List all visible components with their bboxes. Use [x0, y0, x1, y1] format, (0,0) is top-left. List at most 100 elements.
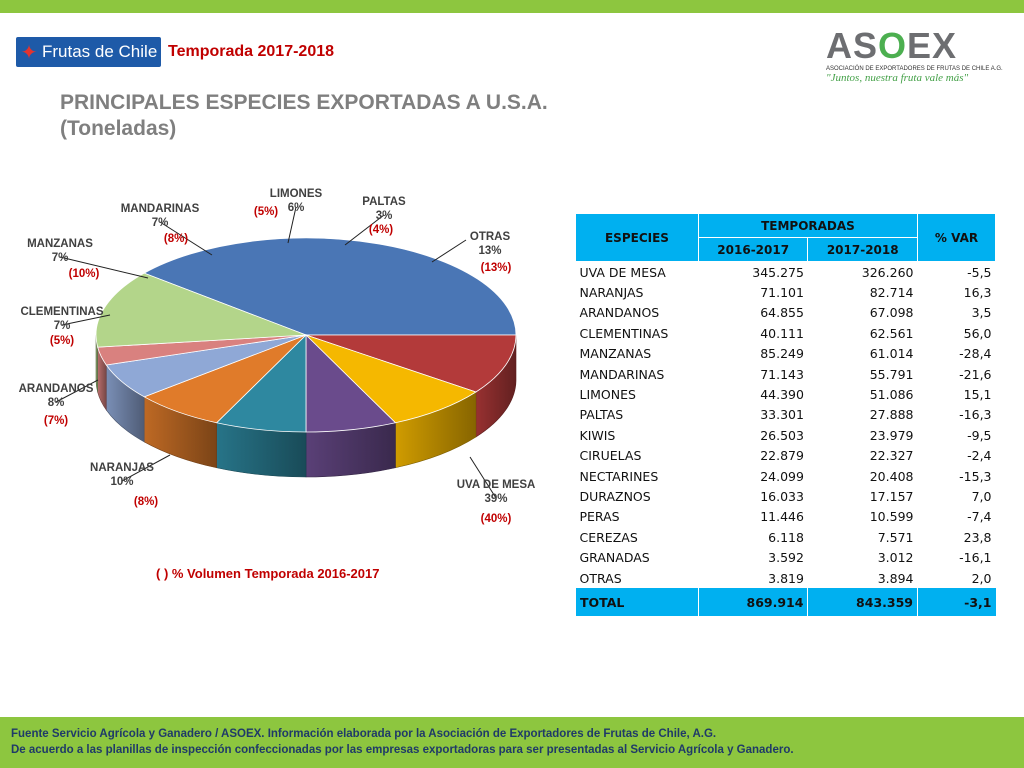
- title-line-2: (Toneladas): [60, 117, 177, 140]
- table-row: CEREZAS 6.118 7.571 23,8: [576, 527, 996, 547]
- cell-species: NARANJAS: [579, 285, 644, 301]
- pie-prev-pct-paltas: (4%): [369, 224, 393, 236]
- cell-species: OTRAS: [579, 570, 622, 586]
- cell-var: -9,5: [967, 427, 992, 443]
- pie-slice-uva-de-mesa: [143, 237, 517, 336]
- cell-y2: 17.157: [869, 488, 914, 504]
- cell-y1: 11.446: [760, 509, 804, 525]
- pie-side-walls: [95, 334, 517, 478]
- leader-line: [431, 239, 467, 263]
- pie-prev-pct-arandanos: (7%): [44, 415, 68, 427]
- pie-prev-pct-manzanas: (10%): [69, 268, 100, 280]
- pie-pct-naranjas: 10%: [110, 476, 133, 488]
- pie-prev-pct-clementinas: (5%): [50, 335, 74, 347]
- cell-y2: 27.888: [869, 407, 914, 423]
- header-species: ESPECIES: [575, 213, 699, 262]
- table-row: CIRUELAS 22.879 22.327 -2,4: [576, 446, 996, 466]
- asoex-tagline: "Juntos, nuestra fruta vale más": [826, 72, 969, 84]
- cell-species: PALTAS: [579, 407, 624, 423]
- table-row: OTRAS 3.819 3.894 2,0: [576, 568, 996, 588]
- season-label: Temporada 2017-2018: [168, 43, 335, 60]
- cell-y2: 61.014: [869, 346, 914, 362]
- pie-label-naranjas: NARANJAS: [90, 462, 154, 474]
- header-var: % VAR: [916, 213, 997, 262]
- cell-species: NECTARINES: [579, 468, 659, 484]
- cell-var: -2,4: [967, 448, 992, 464]
- pie-label-clementinas: CLEMENTINAS: [20, 306, 103, 318]
- total-label: TOTAL: [575, 588, 699, 617]
- top-accent-bar: [0, 0, 1024, 13]
- cell-species: ARANDANOS: [579, 305, 660, 321]
- cell-y2: 51.086: [869, 387, 914, 403]
- leader-line: [287, 206, 297, 244]
- cell-var: 56,0: [963, 325, 992, 341]
- pie-pct-manzanas: 7%: [52, 252, 69, 264]
- total-var: -3,1: [916, 588, 996, 617]
- cell-y1: 22.879: [760, 448, 804, 464]
- asoex-subtitle: ASOCIACIÓN DE EXPORTADORES DE FRUTAS DE …: [826, 66, 1003, 72]
- cell-y2: 22.327: [869, 448, 914, 464]
- pie-slice-arandanos: [305, 334, 477, 424]
- table-row: GRANADAS 3.592 3.012 -16,1: [576, 547, 996, 567]
- pie-label-arandanos: ARANDANOS: [19, 383, 94, 395]
- leader-line: [59, 256, 149, 279]
- title-line-1: PRINCIPALES ESPECIES EXPORTADAS A U.S.A.: [60, 91, 548, 114]
- leader-line: [344, 214, 385, 246]
- leader-line: [121, 454, 171, 482]
- table-row: KIWIS 26.503 23.979 -9,5: [576, 425, 996, 445]
- header-seasons: TEMPORADAS: [697, 213, 918, 238]
- cell-y1: 71.101: [760, 285, 804, 301]
- cell-var: -16,3: [959, 407, 992, 423]
- brand-left-text: Frutas de Chile: [42, 42, 158, 61]
- cell-y1: 71.143: [760, 366, 804, 382]
- pie-label-manzanas: MANZANAS: [27, 238, 93, 250]
- table-row: LIMONES 44.390 51.086 15,1: [576, 384, 996, 404]
- exports-table: ESPECIES TEMPORADAS % VAR 2016-2017 2017…: [575, 213, 997, 617]
- cell-species: GRANADAS: [579, 550, 650, 566]
- pie-pct-limones: 6%: [288, 202, 305, 214]
- cell-y2: 67.098: [869, 305, 914, 321]
- cell-species: CLEMENTINAS: [579, 325, 669, 341]
- cell-y1: 24.099: [760, 468, 804, 484]
- pie-pct-clementinas: 7%: [54, 320, 71, 332]
- pie-prev-pct-uva-de-mesa: (40%): [481, 513, 512, 525]
- pie-slice-otras: [95, 272, 307, 348]
- cell-y1: 3.819: [768, 570, 804, 586]
- cell-y2: 23.979: [869, 427, 914, 443]
- footer-line-2: De acuerdo a las planillas de inspección…: [11, 744, 794, 756]
- cell-y1: 26.503: [760, 427, 804, 443]
- cell-species: CEREZAS: [579, 529, 638, 545]
- table-row: UVA DE MESA 345.275 326.260 -5,5: [576, 262, 996, 283]
- table-row: NARANJAS 71.101 82.714 16,3: [576, 282, 996, 302]
- cell-species: MANZANAS: [579, 346, 652, 362]
- cell-var: -5,5: [967, 264, 992, 280]
- cell-y1: 345.275: [752, 264, 804, 280]
- cell-var: 16,3: [963, 285, 992, 301]
- cell-species: MANDARINAS: [579, 366, 665, 382]
- cell-y2: 62.561: [869, 325, 914, 341]
- cell-var: 2,0: [971, 570, 992, 586]
- total-y2: 843.359: [807, 588, 918, 617]
- cell-species: KIWIS: [579, 427, 616, 443]
- cell-var: -16,1: [959, 550, 992, 566]
- cell-y1: 16.033: [760, 488, 804, 504]
- table-row: MANDARINAS 71.143 55.791 -21,6: [576, 364, 996, 384]
- pie-chart: UVA DE MESA39%(40%)NARANJAS10%(8%)ARANDA…: [19, 188, 536, 525]
- table-row: ARANDANOS 64.855 67.098 3,5: [576, 303, 996, 323]
- cell-y2: 55.791: [869, 366, 914, 382]
- cell-y2: 3.012: [877, 550, 914, 566]
- cell-var: 15,1: [963, 387, 992, 403]
- cell-var: 23,8: [963, 529, 992, 545]
- cell-var: -28,4: [959, 346, 992, 362]
- cell-y1: 3.592: [768, 550, 804, 566]
- cell-y1: 33.301: [760, 407, 804, 423]
- table-total-row: TOTAL 869.914 843.359 -3,1: [575, 588, 996, 617]
- pie-label-uva-de-mesa: UVA DE MESA: [457, 479, 536, 491]
- leader-line: [55, 379, 99, 403]
- star-icon: ✦: [20, 41, 38, 64]
- cell-var: -7,4: [967, 509, 992, 525]
- asoex-logo: ASOEX ASOCIACIÓN DE EXPORTADORES DE FRUT…: [826, 26, 1003, 88]
- pie-pct-uva-de-mesa: 39%: [484, 493, 507, 505]
- pie-prev-pct-otras: (13%): [481, 262, 512, 274]
- table-row: MANZANAS 85.249 61.014 -28,4: [576, 344, 996, 364]
